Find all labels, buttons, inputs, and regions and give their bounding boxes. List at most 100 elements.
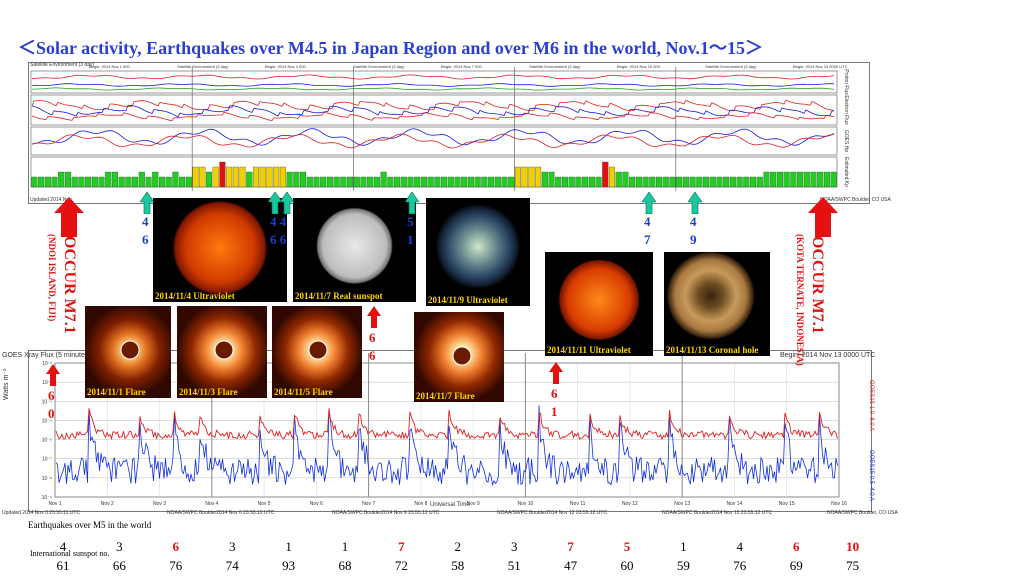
kp-bar [125, 176, 132, 188]
kp-bar [649, 176, 656, 188]
kp-bar [132, 176, 139, 188]
xray-y-tick: 10⁻⁶ [42, 438, 52, 444]
kp-bar [420, 176, 427, 188]
sunspot-number: 47 [564, 558, 578, 573]
kp-bar [138, 171, 145, 188]
kp-bar [239, 166, 246, 188]
kp-bar [669, 176, 676, 188]
kp-bar [252, 166, 260, 188]
kp-bar [696, 176, 703, 188]
kp-bar [219, 161, 226, 188]
segment-header: Satellite Environment (3 day) [177, 64, 229, 69]
kp-bar [407, 176, 414, 188]
japan-quake-mag-top: 4 [142, 214, 149, 229]
kp-bar [320, 176, 327, 188]
photo-uv-nov11: 2014/11/11 Ultraviolet [545, 252, 653, 356]
kp-bar [360, 176, 367, 188]
kp-bar [71, 176, 78, 188]
photo-caption: 2014/11/7 Flare [416, 391, 475, 401]
kp-bar [286, 171, 293, 188]
kp-bar [555, 176, 562, 188]
xray-footer-text: NOAA/SWPC Boulder2014 Nov 6 23:55:12 UTC [167, 510, 275, 516]
sunspot-number: 59 [676, 558, 690, 573]
xray-footer-text: Updated 2014 Nov 3 23:55:11 UTC [2, 510, 81, 516]
kp-bar [111, 171, 118, 188]
kp-bar [642, 176, 649, 188]
satellite-environment-panel: Proton Flux Electron Flux GOES Hp Estimated… [28, 62, 870, 204]
sunspot-number: 68 [338, 558, 352, 573]
kp-bar [682, 176, 689, 188]
kp-bar [340, 176, 347, 188]
kp-bar [575, 176, 582, 188]
xray-long-series [55, 408, 838, 441]
kp-bar [266, 166, 273, 188]
kp-bar [98, 176, 105, 188]
kp-bar [414, 176, 421, 188]
japan-quake-mag-top: 4 [690, 214, 697, 229]
occur-arrow-left [54, 197, 84, 237]
kp-bar [474, 176, 481, 188]
earthquake-count: 3 [116, 539, 123, 554]
xray-y-tick: 10⁻⁵ [42, 418, 52, 424]
kp-bar [602, 161, 609, 188]
japan-quake-arrow [405, 192, 419, 214]
japan-quake-mag-bottom: 9 [690, 232, 697, 247]
occur-right-title: OCCUR M7.1 [809, 236, 826, 334]
segment-header: Begin: 2014 Nov 13 0000 UTC [793, 64, 848, 69]
kp-bar [246, 171, 253, 188]
kp-bar [165, 176, 172, 188]
kp-bar [756, 176, 763, 188]
segment-header: Begin: 2014 Nov 4 000 [265, 64, 306, 69]
kp-bar [823, 171, 830, 188]
kp-bar [790, 171, 797, 188]
photo-sunspot-nov7: 2014/11/7 Real sunspot [293, 198, 416, 302]
photo-caption: 2014/11/7 Real sunspot [295, 291, 383, 301]
photo-coronal-hole-nov13: 2014/11/13 Coronal hole [664, 252, 770, 356]
plot-frame [30, 156, 838, 188]
plot-row-label: Electron Flux [843, 95, 849, 125]
occur-left-title: OCCUR M7.1 [61, 236, 78, 334]
flux-line [31, 105, 835, 118]
kp-bar [185, 176, 192, 188]
occur-left-place: (NDOI ISLAND, FIJI) [47, 234, 57, 322]
plot-row-label: Estimated Kp [843, 157, 849, 187]
sunspot-number: 61 [56, 558, 70, 573]
kp-bar [179, 176, 186, 188]
kp-bar [387, 176, 394, 188]
kp-bar [427, 176, 434, 188]
xray-y-tick: 10⁻⁴ [42, 399, 52, 405]
segment-header: Satellite Environment (3 day) [529, 64, 581, 69]
kp-bar [622, 171, 629, 188]
kp-bar [743, 176, 750, 188]
kp-bar [615, 171, 622, 188]
kp-bar [232, 166, 239, 188]
photo-flare-nov3: 2014/11/3 Flare [177, 306, 267, 398]
kp-bar [501, 176, 508, 188]
kp-bar [582, 176, 589, 188]
japan-quake-arrow [688, 192, 702, 214]
world-quake-mag-top: 6 [369, 330, 376, 345]
earthquake-count: 2 [454, 539, 462, 554]
kp-bar [461, 176, 468, 188]
occur-arrow-right [808, 197, 838, 237]
kp-bar [313, 176, 320, 188]
kp-bar [226, 166, 233, 188]
plot-row-label: Proton Flux [843, 69, 849, 95]
xray-ylabel: Watts m⁻² [3, 368, 10, 400]
earthquake-count: 3 [510, 539, 518, 554]
kp-bar [400, 176, 407, 188]
flux-line [32, 83, 835, 87]
world-quake-mag-bottom: 0 [48, 406, 55, 421]
sunspot-number: 58 [451, 558, 465, 573]
kp-bar [145, 176, 152, 188]
segment-header: Satellite Environment (3 day) [353, 64, 405, 69]
kp-bar [783, 171, 790, 188]
sunspot-number: 69 [789, 558, 803, 573]
xray-y-tick: 10⁻⁷ [42, 457, 52, 463]
kp-bar [481, 176, 488, 188]
kp-bar [118, 176, 125, 188]
kp-bar [703, 176, 710, 188]
page-title: ＜Solar activity, Earthquakes over M4.5 i… [18, 38, 764, 58]
kp-bar [51, 176, 58, 188]
kp-bar [300, 171, 307, 188]
